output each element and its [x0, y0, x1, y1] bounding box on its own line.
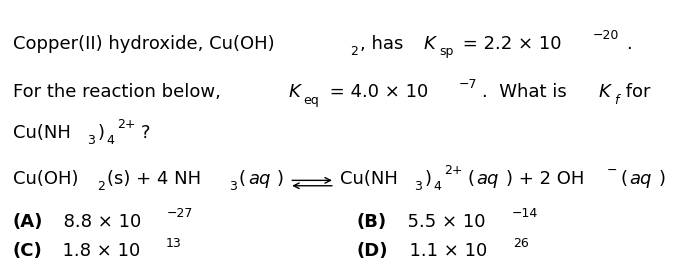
Text: K: K [599, 83, 610, 101]
Text: For the reaction below,: For the reaction below, [13, 83, 226, 101]
Text: (s) + 4 NH: (s) + 4 NH [107, 170, 202, 188]
Text: f: f [614, 94, 618, 107]
Text: 26: 26 [513, 237, 528, 250]
Text: (: ( [620, 170, 627, 188]
Text: sp: sp [439, 45, 454, 58]
Text: 3: 3 [414, 180, 422, 193]
Text: (: ( [239, 170, 246, 188]
Text: 2: 2 [350, 45, 358, 58]
Text: −20: −20 [592, 29, 619, 42]
Text: ): ) [276, 170, 284, 188]
Text: (: ( [468, 170, 475, 188]
Text: Cu(OH): Cu(OH) [13, 170, 78, 188]
Text: = 4.0 × 10: = 4.0 × 10 [323, 83, 428, 101]
Text: .  What is: . What is [482, 83, 573, 101]
Text: ?: ? [141, 124, 150, 142]
Text: −27: −27 [167, 207, 193, 220]
Text: 13: 13 [166, 237, 182, 250]
Text: 8.8 × 10: 8.8 × 10 [52, 213, 141, 231]
Text: (C): (C) [13, 242, 43, 261]
Text: K: K [288, 83, 300, 101]
Text: 2+: 2+ [444, 164, 462, 177]
Text: 3: 3 [88, 134, 95, 147]
Text: for: for [620, 83, 650, 101]
Text: = 2.2 × 10: = 2.2 × 10 [457, 35, 562, 53]
Text: aq: aq [629, 170, 652, 188]
Text: ): ) [658, 170, 665, 188]
Text: 4: 4 [106, 134, 114, 147]
Text: 3: 3 [229, 180, 237, 193]
Text: Cu(NH: Cu(NH [13, 124, 71, 142]
Text: 1.8 × 10: 1.8 × 10 [51, 242, 140, 261]
Text: 2: 2 [97, 180, 105, 193]
Text: −: − [607, 164, 617, 177]
Text: Cu(NH: Cu(NH [340, 170, 398, 188]
Text: −7: −7 [458, 78, 477, 91]
Text: eq: eq [303, 94, 319, 107]
Text: ) + 2 OH: ) + 2 OH [505, 170, 584, 188]
Text: K: K [424, 35, 435, 53]
Text: 2+: 2+ [117, 118, 135, 131]
Text: ): ) [97, 124, 104, 142]
Text: aq: aq [248, 170, 270, 188]
Text: ): ) [425, 170, 432, 188]
Text: (B): (B) [357, 213, 387, 231]
Text: 4: 4 [433, 180, 442, 193]
Text: (A): (A) [13, 213, 43, 231]
Text: aq: aq [477, 170, 499, 188]
Text: 5.5 × 10: 5.5 × 10 [396, 213, 485, 231]
Text: (D): (D) [357, 242, 388, 261]
Text: Copper(II) hydroxide, Cu(OH): Copper(II) hydroxide, Cu(OH) [13, 35, 274, 53]
Text: −14: −14 [512, 207, 538, 220]
Text: 1.1 × 10: 1.1 × 10 [398, 242, 487, 261]
Text: .: . [626, 35, 632, 53]
Text: , has: , has [360, 35, 409, 53]
